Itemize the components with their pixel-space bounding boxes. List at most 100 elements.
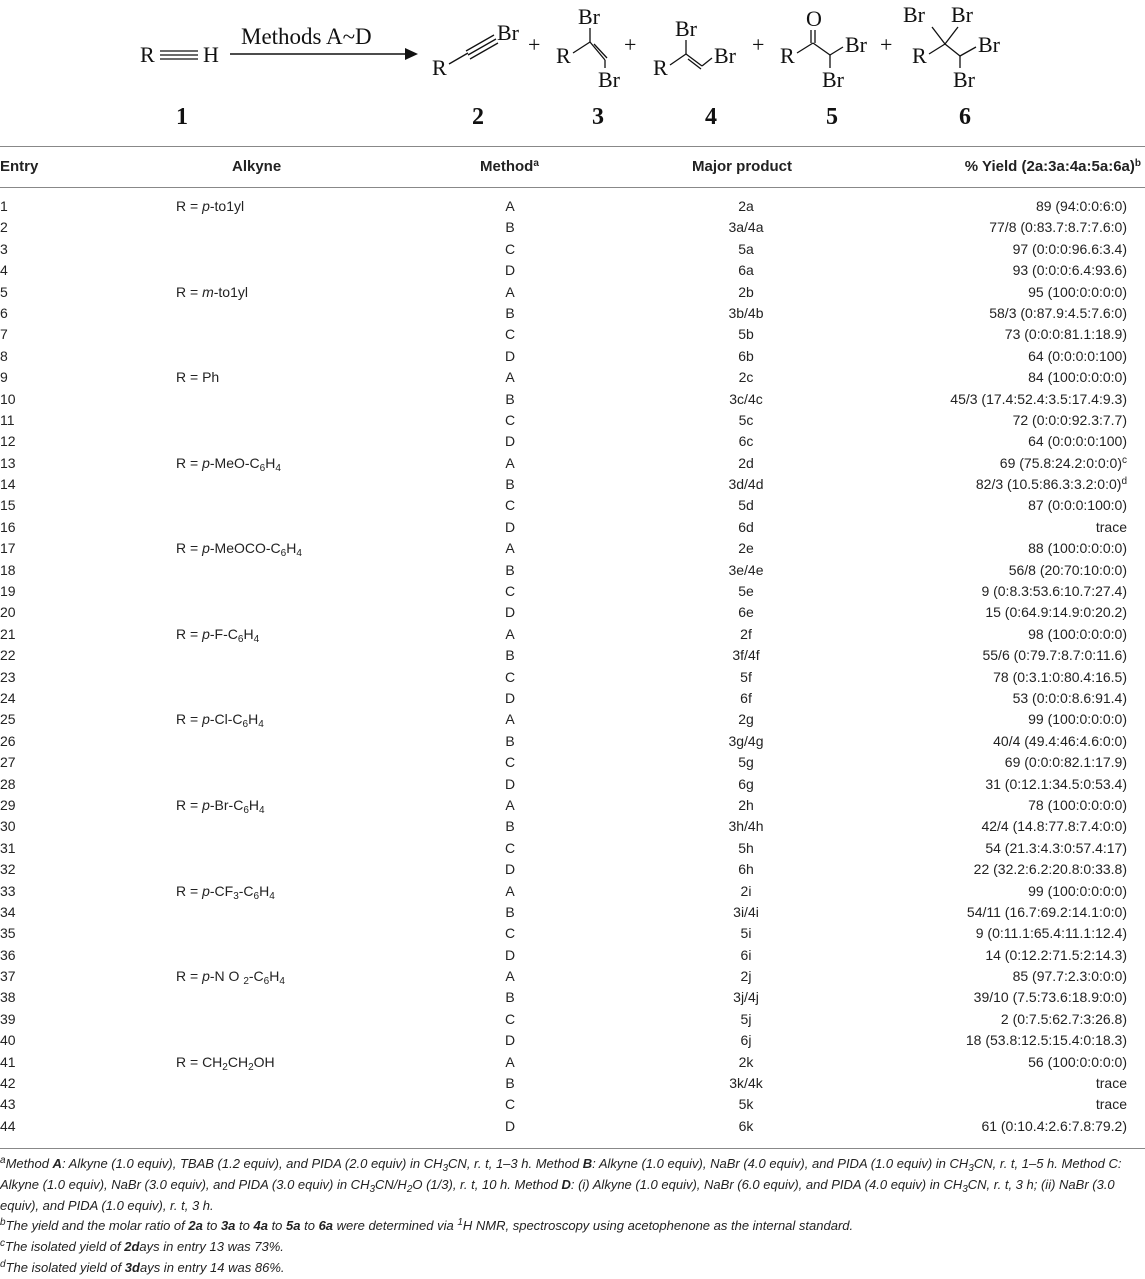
- header-entry: Entry: [0, 158, 39, 175]
- cell-method: C: [504, 1096, 516, 1113]
- cell-alkyne: R = p-MeO-C6H4: [176, 454, 281, 474]
- cell-yield: 9 (0:11.1:65.4:11.1:12.4): [975, 925, 1127, 942]
- cell-yield: 93 (0:0:0:6.4:93.6): [1012, 262, 1127, 279]
- atom-r: R: [140, 42, 155, 67]
- cell-major-product: 5e: [738, 583, 754, 600]
- table-row: 3 C 5a 97 (0:0:0:96.6:3.4): [0, 239, 1145, 260]
- compound-3-structure: Br R Br: [556, 4, 621, 92]
- cell-major-product: 2h: [738, 796, 754, 813]
- cell-alkyne: R = p-to1yl: [176, 198, 245, 214]
- cell-entry: 5: [0, 283, 8, 300]
- table-top-rule: [0, 146, 1145, 147]
- table-row: 42 B 3k/4k trace: [0, 1073, 1145, 1094]
- table-row: 28 D 6g 31 (0:12.1:34.5:0:53.4): [0, 774, 1145, 795]
- svg-text:R: R: [556, 43, 571, 68]
- cell-yield: 18 (53.8:12.5:15.4:0:18.3): [965, 1032, 1127, 1049]
- cell-entry: 38: [0, 989, 16, 1006]
- cell-method: A: [505, 625, 515, 642]
- cell-method: D: [504, 946, 516, 963]
- table-row: 33 R = p-CF3-C6H4 A 2i 99 (100:0:0:0:0): [0, 881, 1145, 902]
- cell-method: D: [504, 347, 516, 364]
- cell-major-product: 6g: [738, 775, 754, 792]
- compound-number-1: 1: [176, 104, 188, 130]
- compound-1-structure: R H: [140, 42, 219, 67]
- header-yield: % Yield (2a:3a:4a:5a:6a)b: [964, 158, 1141, 175]
- svg-text:Br: Br: [845, 32, 868, 57]
- cell-method: D: [504, 861, 516, 878]
- footnote: bThe yield and the molar ratio of 2a to …: [0, 1217, 854, 1234]
- table-row: 12 D 6c 64 (0:0:0:0:100): [0, 431, 1145, 452]
- table-body: 1 R = p-to1yl A 2a 89 (94:0:0:6:0) 2 B 3a/4a 77/…: [0, 196, 1145, 1137]
- cell-yield: 56/8 (20:70:10:0:0): [1008, 561, 1127, 578]
- cell-yield: 99 (100:0:0:0:0): [1028, 711, 1127, 728]
- svg-text:Br: Br: [903, 2, 926, 27]
- cell-alkyne: R = p-Br-C6H4: [176, 796, 265, 816]
- svg-text:+: +: [752, 32, 764, 57]
- compound-number-5: 5: [826, 104, 838, 130]
- cell-yield: 22 (32.2:6.2:20.8:0:33.8): [973, 861, 1127, 878]
- table-row: 11 C 5c 72 (0:0:0:92.3:7.7): [0, 410, 1145, 431]
- cell-alkyne: R = p-Cl-C6H4: [176, 711, 264, 731]
- cell-major-product: 3a/4a: [728, 219, 764, 236]
- cell-method: B: [505, 390, 515, 407]
- cell-major-product: 5c: [738, 411, 754, 428]
- svg-text:+: +: [624, 32, 636, 57]
- cell-method: B: [505, 561, 515, 578]
- svg-text:Br: Br: [951, 2, 974, 27]
- cell-major-product: 6e: [738, 604, 754, 621]
- cell-yield: trace: [1095, 518, 1127, 535]
- cell-major-product: 5g: [738, 754, 754, 771]
- table-row: 35 C 5i 9 (0:11.1:65.4:11.1:12.4): [0, 923, 1145, 944]
- cell-method: C: [504, 326, 516, 343]
- cell-method: A: [505, 968, 515, 985]
- cell-yield: 78 (0:3.1:0:80.4:16.5): [993, 668, 1127, 685]
- cell-yield: 78 (100:0:0:0:0): [1028, 796, 1127, 813]
- table-row: 13 R = p-MeO-C6H4 A 2d 69 (75.8:24.2:0:0:0)c: [0, 453, 1145, 474]
- cell-yield: 87 (0:0:0:100:0): [1028, 497, 1127, 514]
- cell-entry: 30: [0, 818, 16, 835]
- cell-yield: 85 (97.7:2.3:0:0:0): [1012, 968, 1127, 985]
- svg-text:Br: Br: [675, 16, 698, 41]
- reaction-scheme: R H Methods A~D R Br + Br R Br + Br R: [140, 2, 1001, 130]
- cell-yield: 54 (21.3:4.3:0:57.4:17): [985, 839, 1127, 856]
- cell-yield: 14 (0:12.2:71.5:2:14.3): [985, 946, 1127, 963]
- cell-major-product: 2a: [738, 198, 754, 214]
- table-row: 36 D 6i 14 (0:12.2:71.5:2:14.3): [0, 945, 1145, 966]
- cell-method: C: [504, 411, 516, 428]
- cell-major-product: 5f: [740, 668, 752, 685]
- cell-major-product: 2g: [738, 711, 754, 728]
- svg-text:Br: Br: [497, 20, 520, 45]
- cell-entry: 4: [0, 262, 8, 279]
- cell-entry: 39: [0, 1010, 16, 1027]
- cell-major-product: 5b: [738, 326, 754, 343]
- cell-major-product: 2i: [740, 882, 752, 899]
- table-row: 41 R = CH2CH2OH A 2k 56 (100:0:0:0:0): [0, 1052, 1145, 1073]
- table-row: 37 R = p-N O 2-C6H4 A 2j 85 (97.7:2.3:0:0:0): [0, 966, 1145, 987]
- arrow-label: Methods A~D: [241, 24, 372, 49]
- table-row: 10 B 3c/4c 45/3 (17.4:52.4:3.5:17.4:9.3): [0, 389, 1145, 410]
- table-row: 7 C 5b 73 (0:0:0:81.1:18.9): [0, 324, 1145, 345]
- cell-yield: 64 (0:0:0:0:100): [1028, 433, 1127, 450]
- cell-alkyne: R = p-N O 2-C6H4: [176, 968, 285, 988]
- table-header-rule: [0, 187, 1145, 188]
- cell-major-product: 6f: [740, 689, 752, 706]
- cell-entry: 2: [0, 219, 8, 236]
- table-row: 26 B 3g/4g 40/4 (49.4:46:4.6:0:0): [0, 731, 1145, 752]
- header-major-product: Major product: [692, 158, 792, 175]
- table-row: 40 D 6j 18 (53.8:12.5:15.4:0:18.3): [0, 1030, 1145, 1051]
- cell-alkyne: R = Ph: [176, 369, 220, 386]
- cell-yield: 45/3 (17.4:52.4:3.5:17.4:9.3): [950, 390, 1127, 407]
- cell-entry: 42: [0, 1075, 16, 1092]
- cell-yield: 56 (100:0:0:0:0): [1028, 1053, 1127, 1070]
- cell-entry: 34: [0, 903, 16, 920]
- cell-major-product: 6c: [738, 433, 754, 450]
- cell-major-product: 3g/4g: [728, 732, 764, 749]
- cell-method: C: [504, 839, 516, 856]
- cell-method: A: [505, 1053, 515, 1070]
- footnote: cThe isolated yield of 2days in entry 13…: [0, 1238, 284, 1255]
- cell-method: D: [504, 604, 516, 621]
- header-alkyne: Alkyne: [232, 158, 282, 175]
- cell-yield: 69 (75.8:24.2:0:0:0)c: [999, 454, 1127, 471]
- table-row: 27 C 5g 69 (0:0:0:82.1:17.9): [0, 752, 1145, 773]
- svg-text:Br: Br: [714, 43, 737, 68]
